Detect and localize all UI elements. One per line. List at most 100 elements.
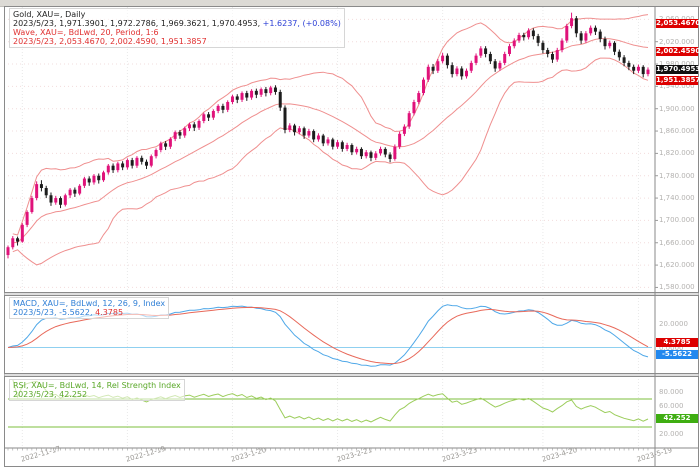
price-tick-label: 1,900.000 <box>659 104 695 113</box>
price-tick-label: 1,740.000 <box>659 194 695 203</box>
candle-body <box>283 107 287 130</box>
candle-body <box>636 66 640 71</box>
candle-body <box>92 175 96 183</box>
panel-divider[interactable] <box>4 373 699 377</box>
candle-body <box>336 142 340 147</box>
candle-body <box>154 150 158 157</box>
candle-body <box>130 160 134 166</box>
candle-body <box>39 184 43 189</box>
candle-body <box>436 61 440 71</box>
candle-body <box>254 90 258 95</box>
macd-tick-label: 0.0000 <box>659 343 684 352</box>
price-current-label: 2,053.4670 <box>656 18 700 28</box>
candle-body <box>245 93 249 98</box>
macd-signal-line <box>7 306 649 365</box>
candle-body <box>278 91 282 108</box>
candle-body <box>78 185 82 194</box>
rsi-panel[interactable] <box>8 379 652 428</box>
candle-body <box>49 195 53 203</box>
price-panel[interactable] <box>6 12 650 266</box>
candle-body <box>613 42 617 52</box>
candle-body <box>87 178 91 183</box>
candle-body <box>593 27 597 32</box>
candle-body <box>312 131 316 140</box>
candle-body <box>331 139 335 147</box>
chart-frame <box>4 6 699 467</box>
price-tick-label: 1,700.000 <box>659 216 695 225</box>
candle-body <box>584 33 588 41</box>
candle-body <box>512 40 516 47</box>
candle-body <box>54 198 58 203</box>
candle-body <box>393 146 397 159</box>
candle-body <box>11 238 15 248</box>
candle-body <box>159 143 163 151</box>
price-current-label: 1,970.4953 <box>656 64 700 74</box>
macd-value-label: 4.3785 <box>656 337 698 347</box>
candle-body <box>326 139 330 144</box>
candle-body <box>383 148 387 155</box>
candle-body <box>402 126 406 134</box>
price-tick-label: 1,940.000 <box>659 82 695 91</box>
rsi-tick-label: 60.000 <box>659 402 684 410</box>
candle-body <box>498 62 502 69</box>
candle-body <box>627 62 631 67</box>
candle-body <box>350 145 354 153</box>
candle-body <box>417 93 421 103</box>
candle-body <box>97 175 101 181</box>
candle-body <box>374 153 378 158</box>
candle-body <box>135 157 139 166</box>
candle-body <box>431 66 435 71</box>
candle-body <box>503 53 507 63</box>
candle-body <box>68 189 72 196</box>
candle-body <box>168 138 172 147</box>
candle-body <box>450 65 454 75</box>
candle-body <box>202 114 206 121</box>
candle-body <box>149 156 153 166</box>
candle-body <box>398 133 402 147</box>
candle-body <box>20 224 24 242</box>
panel-divider[interactable] <box>4 292 699 296</box>
candle-body <box>293 125 297 133</box>
candle-body <box>426 66 430 80</box>
candle-body <box>589 27 593 34</box>
candle-body <box>598 31 602 39</box>
price-tick-label: 1,580.000 <box>659 283 695 292</box>
candle-body <box>183 128 187 136</box>
candle-body <box>488 53 492 62</box>
candle-body <box>44 188 48 196</box>
candle-body <box>297 128 301 133</box>
candle-body <box>464 70 468 77</box>
candle-body <box>574 18 578 34</box>
macd-panel[interactable] <box>7 304 652 367</box>
candle-body <box>25 212 29 225</box>
candle-body <box>355 148 359 153</box>
price-tick-label: 1,660.000 <box>659 238 695 247</box>
candle-body <box>445 55 449 66</box>
candle-body <box>221 105 225 110</box>
candle-body <box>207 114 211 118</box>
candle-body <box>460 68 464 77</box>
candle-body <box>235 96 239 100</box>
candle-body <box>507 46 511 54</box>
candle-body <box>608 42 612 47</box>
candle-body <box>264 89 268 94</box>
candle-body <box>6 247 10 256</box>
candle-body <box>646 69 650 75</box>
candle-body <box>35 184 39 199</box>
bollinger-middle-line <box>12 38 649 244</box>
macd-tick-label: 20.0000 <box>659 319 688 328</box>
price-tick-label: 1,620.000 <box>659 261 695 270</box>
candle-body <box>603 38 607 47</box>
candle-body <box>522 34 526 38</box>
rsi-tick-label: 20.000 <box>659 430 684 438</box>
candle-body <box>316 135 320 140</box>
candle-body <box>187 124 191 129</box>
candle-body <box>269 87 273 94</box>
candle-body <box>622 57 626 63</box>
candle-body <box>407 113 411 127</box>
candle-body <box>106 165 110 173</box>
candle-body <box>140 157 144 162</box>
price-tick-label: 1,980.000 <box>659 60 695 68</box>
